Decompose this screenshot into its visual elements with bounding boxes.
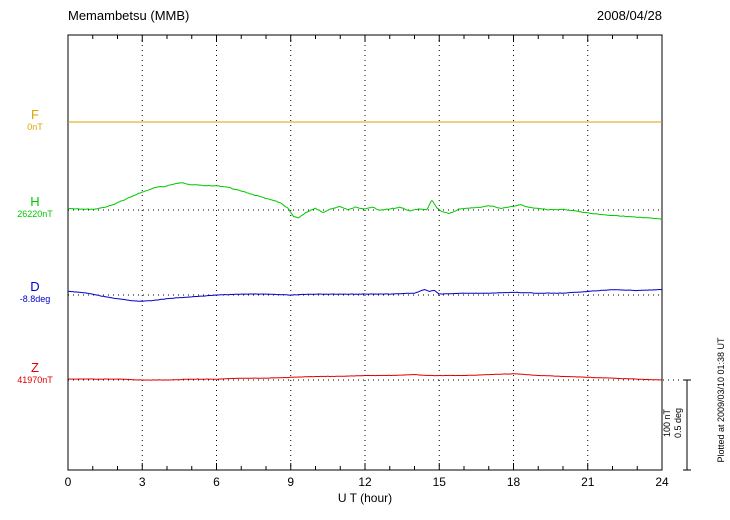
trace-D xyxy=(67,288,663,302)
series-letter-F: F xyxy=(31,107,39,122)
x-tick-label: 15 xyxy=(432,475,446,489)
x-tick-label: 21 xyxy=(581,475,595,489)
x-tick-label: 6 xyxy=(213,475,220,489)
series-label-D: D -8.8deg xyxy=(4,279,66,305)
series-letter-D: D xyxy=(30,279,40,294)
x-tick-label: 0 xyxy=(64,475,72,489)
series-label-Z: Z 41970nT xyxy=(4,360,66,386)
x-tick-label: 12 xyxy=(358,475,372,489)
x-tick-label: 9 xyxy=(287,475,295,489)
series-baseline-H: 26220nT xyxy=(17,209,53,219)
scale-bar-label: 100 nT 0.5 deg xyxy=(662,408,684,438)
x-tick-label: 18 xyxy=(506,475,521,489)
x-axis-title: U T (hour) xyxy=(337,491,393,505)
trace-H xyxy=(67,182,663,220)
series-letter-Z: Z xyxy=(31,360,39,375)
series-label-H: H 26220nT xyxy=(4,194,66,220)
scale-bar-nt: 100 nT xyxy=(662,408,673,438)
date-label: 2008/04/28 xyxy=(596,8,662,23)
plotted-at-label: Plotted at 2009/03/10 01:38 UT xyxy=(716,337,726,463)
series-baseline-Z: 41970nT xyxy=(17,375,53,385)
series-baseline-D: -8.8deg xyxy=(19,294,51,304)
scale-bar-deg: 0.5 deg xyxy=(673,407,683,439)
series-label-F: F 0nT xyxy=(4,107,66,133)
series-baseline-F: 0nT xyxy=(27,122,43,132)
trace-Z xyxy=(67,373,663,381)
x-tick-label: 3 xyxy=(138,475,146,489)
page-title: Memambetsu (MMB) xyxy=(68,8,190,23)
series-letter-H: H xyxy=(30,194,40,209)
x-tick-label: 24 xyxy=(655,475,669,489)
